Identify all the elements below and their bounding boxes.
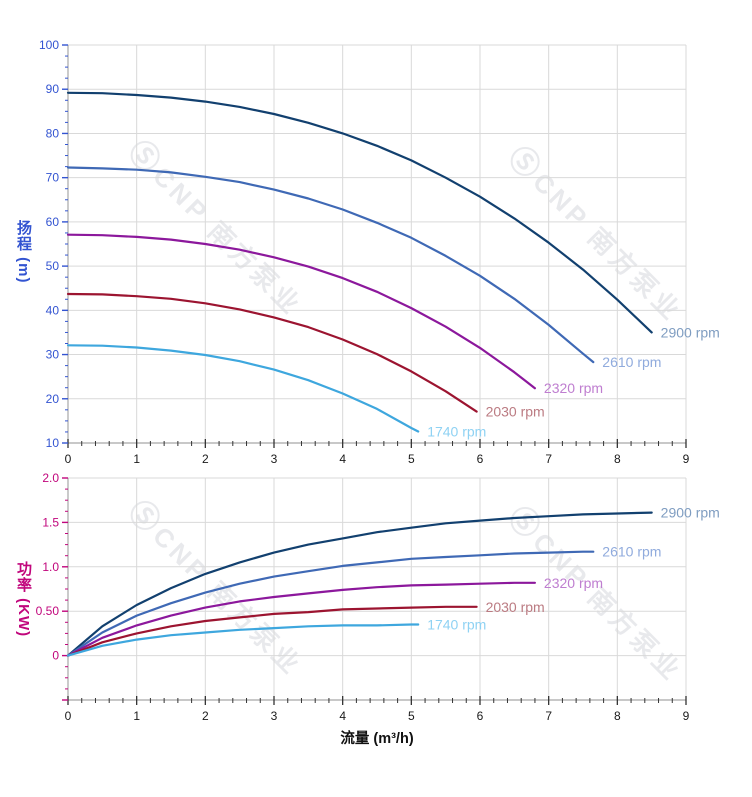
flow-axis-title: 流量 (m³/h) <box>340 731 414 747</box>
curve-2030-rpm <box>66 292 478 413</box>
curve-label-2030-rpm: 2030 rpm <box>486 599 545 615</box>
y-tick-label: 100 <box>39 38 59 52</box>
curve-label-2610-rpm: 2610 rpm <box>602 354 661 370</box>
curve-label-2030-rpm: 2030 rpm <box>486 404 545 420</box>
y-tick-label: 1.5 <box>42 515 59 529</box>
x-tick-label: 4 <box>339 709 346 723</box>
x-tick-label: 6 <box>477 452 484 466</box>
y-tick-label: 30 <box>46 348 60 362</box>
x-tick-label: 2 <box>202 452 209 466</box>
curve-2320-rpm <box>66 581 536 657</box>
x-tick-label: 5 <box>408 452 415 466</box>
x-tick-label: 3 <box>271 452 278 466</box>
x-tick-label: 4 <box>339 452 346 466</box>
power-axis-title: 功率 (KW) <box>15 561 32 638</box>
x-tick-label: 8 <box>614 709 621 723</box>
curve-2320-rpm <box>66 233 536 390</box>
x-tick-label: 0 <box>65 452 72 466</box>
y-tick-label: 0.50 <box>36 604 60 618</box>
y-tick-label: 1.0 <box>42 560 59 574</box>
y-tick-label: 40 <box>46 303 60 317</box>
y-tick-label: 20 <box>46 392 60 406</box>
y-tick-label: 80 <box>46 126 60 140</box>
y-tick-label: 90 <box>46 82 60 96</box>
curve-1740-rpm <box>66 344 420 433</box>
curve-label-2900-rpm: 2900 rpm <box>661 324 720 340</box>
x-tick-label: 7 <box>545 709 552 723</box>
y-tick-label: 70 <box>46 171 60 185</box>
x-tick-label: 7 <box>545 452 552 466</box>
x-tick-label: 1 <box>133 452 140 466</box>
curve-label-2900-rpm: 2900 rpm <box>661 505 720 521</box>
head-axis-title: 扬程 (m) <box>15 220 32 284</box>
curve-2900-rpm <box>66 91 653 334</box>
y-tick-label: 2.0 <box>42 471 59 485</box>
y-tick-label: 50 <box>46 259 60 273</box>
x-tick-label: 2 <box>202 709 209 723</box>
curve-label-1740-rpm: 1740 rpm <box>427 424 486 440</box>
y-tick-label: 0 <box>52 649 59 663</box>
curve-label-2610-rpm: 2610 rpm <box>602 544 661 560</box>
curve-1740-rpm <box>66 623 420 657</box>
y-tick-label: 10 <box>46 436 60 450</box>
x-axis-ticks <box>67 439 687 448</box>
gridlines <box>68 477 687 700</box>
y-tick-label: 60 <box>46 215 60 229</box>
x-tick-label: 3 <box>271 709 278 723</box>
plot-power-vs-flow: 0 1 2 3 4 5 6 7 8 9 2.0 1.5 1.0 0.50 0 2900 rpm 2610 rpm… <box>36 471 720 723</box>
x-tick-label: 9 <box>683 709 690 723</box>
curve-2030-rpm <box>66 605 478 657</box>
y-axis-ticks <box>62 44 68 444</box>
curve-2610-rpm <box>66 166 595 364</box>
x-tick-label: 8 <box>614 452 621 466</box>
x-tick-label: 9 <box>683 452 690 466</box>
x-tick-label: 5 <box>408 709 415 723</box>
curve-2610-rpm <box>66 550 595 657</box>
curve-label-2320-rpm: 2320 rpm <box>544 380 603 396</box>
x-tick-label: 1 <box>133 709 140 723</box>
x-tick-label: 6 <box>477 709 484 723</box>
curve-2900-rpm <box>66 511 653 657</box>
y-axis-ticks <box>62 477 68 701</box>
curve-label-2320-rpm: 2320 rpm <box>544 575 603 591</box>
curve-label-1740-rpm: 1740 rpm <box>427 617 486 633</box>
x-tick-label: 0 <box>65 709 72 723</box>
